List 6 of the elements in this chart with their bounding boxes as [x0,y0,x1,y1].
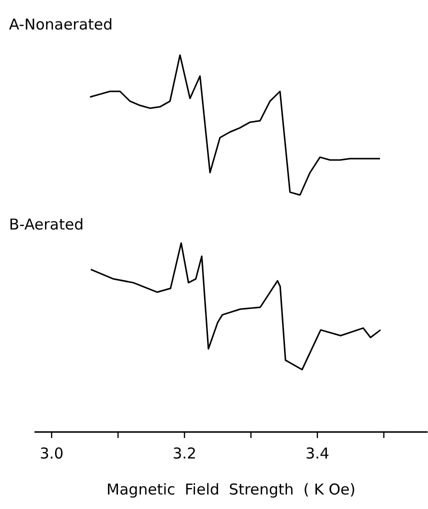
chart-title: A-Nonaerated [9,16,113,34]
x-tick-label: 3.2 [172,444,196,462]
chart-title: B-Aerated [9,216,84,234]
x-axis-title: Magnetic Field Strength ( K Oe) [106,480,356,498]
x-tick-label: 3.0 [40,444,64,462]
x-tick-label: 3.4 [305,444,330,462]
